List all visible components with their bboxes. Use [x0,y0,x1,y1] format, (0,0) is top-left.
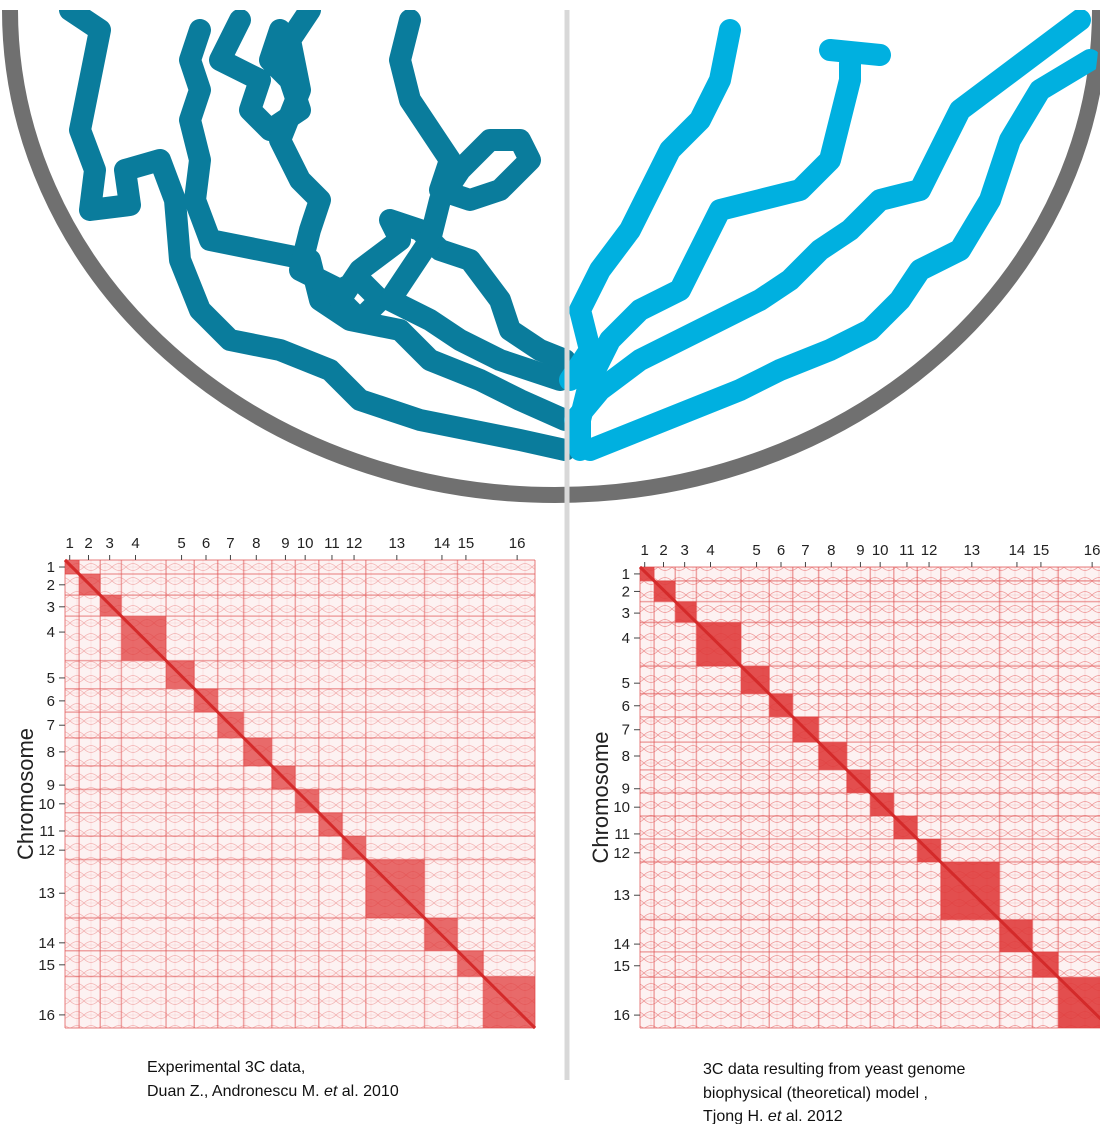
x-tick-label: 5 [752,542,760,559]
y-tick-label: 3 [622,605,630,622]
y-tick-label: 1 [47,559,55,576]
caption-part: et [768,1108,782,1124]
x-tick-label: 6 [777,542,785,559]
caption-part: al. 2012 [781,1108,842,1124]
x-tick-label: 2 [659,542,667,559]
y-tick-label: 5 [622,675,630,692]
x-tick-label: 8 [827,542,835,559]
y-tick-label: 1 [622,566,630,583]
y-tick-label: 7 [622,722,630,739]
x-tick-label: 13 [963,542,980,559]
x-tick-label: 13 [388,535,405,552]
caption-part: al. 2010 [337,1083,398,1100]
y-tick-label: 15 [613,958,630,975]
y-tick-label: 11 [614,826,630,843]
x-tick-label: 8 [252,535,260,552]
x-tick-label: 9 [281,535,289,552]
x-tick-label: 16 [1084,542,1100,559]
x-tick-label: 4 [131,535,139,552]
y-tick-label: 5 [47,670,55,687]
y-tick-label: 6 [47,693,55,710]
x-tick-label: 3 [680,542,688,559]
y-tick-label: 2 [622,583,630,600]
x-tick-label: 11 [324,535,340,552]
x-tick-label: 11 [899,542,915,559]
x-tick-label: 15 [458,535,475,552]
y-tick-label: 12 [613,845,630,862]
x-tick-label: 1 [66,535,74,552]
x-tick-label: 14 [1009,542,1026,559]
y-tick-label: 12 [38,842,55,859]
y-tick-label: 6 [622,698,630,715]
y-tick-label: 4 [47,624,55,641]
x-tick-label: 10 [297,535,314,552]
y-tick-label: 7 [47,717,55,734]
y-tick-label: 8 [47,744,55,761]
caption: biophysical (theoretical) model , [703,1085,928,1102]
caption: Tjong H. et al. 2012 [703,1108,843,1124]
x-tick-label: 2 [84,535,92,552]
y-tick-label: 9 [622,781,630,798]
y-tick-label: 2 [47,577,55,594]
caption: 3C data resulting from yeast genome [703,1061,965,1078]
heatmap: 1122334455667788991010111112121313141415… [588,542,1100,1028]
y-tick-label: 15 [38,957,55,974]
x-tick-label: 9 [856,542,864,559]
caption: Duan Z., Andronescu M. et al. 2010 [147,1083,399,1100]
caption-part: Duan Z., Andronescu M. [147,1083,324,1100]
y-tick-label: 3 [47,599,55,616]
y-tick-label: 14 [613,936,630,953]
y-tick-label: 16 [38,1007,55,1024]
y-tick-label: 9 [47,777,55,794]
x-tick-label: 1 [641,542,649,559]
x-tick-label: 10 [872,542,889,559]
y-tick-label: 8 [622,748,630,765]
x-tick-label: 12 [921,542,938,559]
y-tick-label: 14 [38,935,55,952]
x-tick-label: 7 [226,535,234,552]
x-tick-label: 16 [509,535,526,552]
x-tick-label: 7 [801,542,809,559]
y-tick-label: 16 [613,1007,630,1024]
y-tick-label: 10 [613,799,630,816]
y-axis-label: Chromosome [588,731,613,863]
figure: 1122334455667788991010111112121313141415… [0,0,1100,1124]
y-tick-label: 10 [38,796,55,813]
x-tick-label: 14 [434,535,451,552]
caption-part: et [324,1083,338,1100]
x-tick-label: 4 [706,542,714,559]
x-tick-label: 3 [105,535,113,552]
y-tick-label: 13 [38,885,55,902]
y-axis-label: Chromosome [13,728,38,860]
caption-part: Tjong H. [703,1108,768,1124]
y-tick-label: 4 [622,630,630,647]
x-tick-label: 5 [177,535,185,552]
heatmap: 1122334455667788991010111112121313141415… [13,535,535,1028]
x-tick-label: 6 [202,535,210,552]
y-tick-label: 13 [613,887,630,904]
y-tick-label: 11 [39,823,55,840]
x-tick-label: 15 [1033,542,1050,559]
x-tick-label: 12 [346,535,363,552]
caption: Experimental 3C data, [147,1059,305,1076]
